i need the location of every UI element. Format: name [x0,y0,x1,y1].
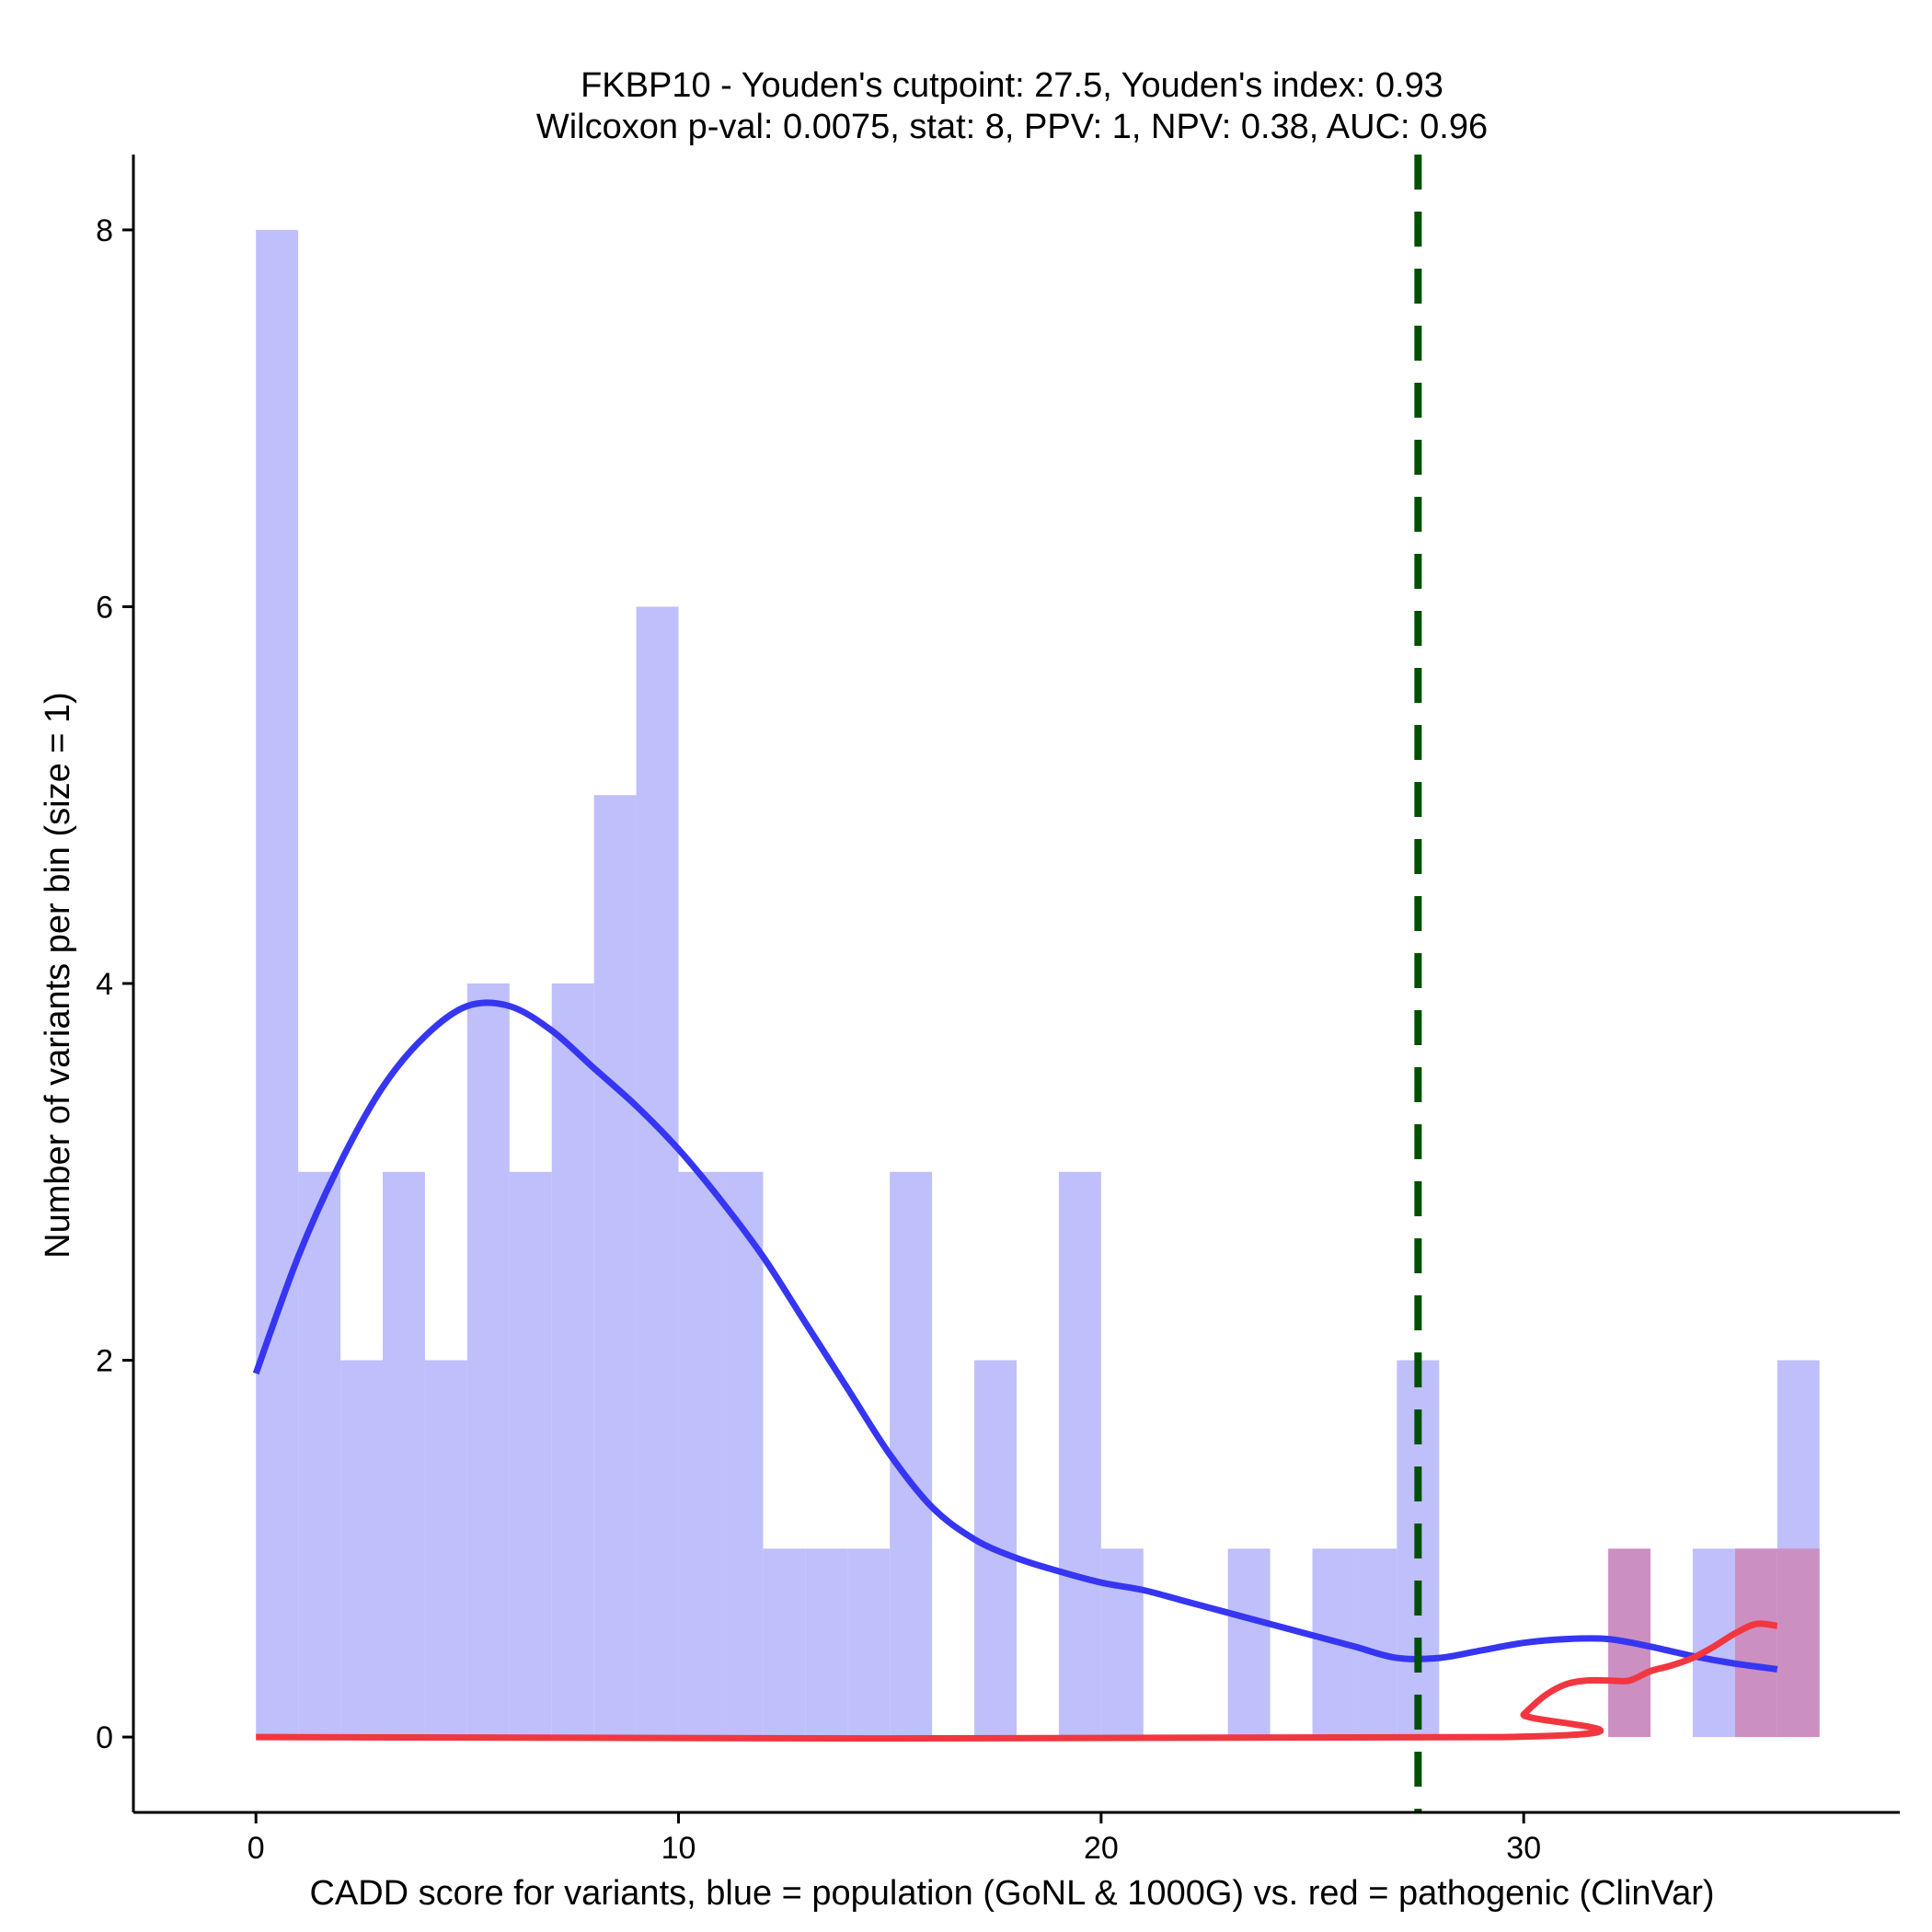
population-bar [298,1171,341,1738]
population-bar [340,1360,384,1738]
population-bar [636,606,679,1738]
population-bar [890,1171,933,1738]
population-bar [1692,1548,1735,1738]
population-bar [256,229,299,1738]
y-axis-label: Number of variants per bin (size = 1) [39,692,77,1259]
density-lines [252,155,1778,1812]
population-bar [593,795,637,1738]
population-bar [1227,1548,1271,1738]
y-tick-label: 6 [96,590,113,625]
population-bar [1058,1171,1101,1738]
chart-title-line1: FKBP10 - Youden's cutpoint: 27.5, Youden… [581,66,1443,105]
x-axis-label: CADD score for variants, blue = populati… [309,1874,1714,1913]
x-tick-label: 0 [247,1831,265,1866]
population-bar [551,983,594,1738]
x-tick-label: 10 [661,1831,696,1866]
population-bars [256,229,1820,1738]
y-tick-label: 8 [96,213,113,248]
population-bar [1100,1548,1144,1738]
population-density-line [252,999,1778,1673]
axes [122,155,1900,1823]
population-bar [763,1548,806,1738]
population-bar [466,983,510,1738]
pathogenic-density-line [256,1620,1778,1742]
y-tick-label: 4 [96,967,113,1002]
tick-labels: 0 10 20 30 0 2 4 6 8 [96,213,1541,1866]
x-tick-label: 30 [1506,1831,1541,1866]
population-bar [720,1171,764,1738]
x-tick-label: 20 [1084,1831,1119,1866]
pathogenic-bar [1777,1548,1820,1738]
population-bar [424,1360,467,1738]
y-tick-label: 0 [96,1720,113,1755]
y-tick-label: 2 [96,1344,113,1379]
chart-title-line2: Wilcoxon p-val: 0.0075, stat: 8, PPV: 1,… [536,108,1488,146]
pathogenic-bar [1734,1548,1777,1738]
population-bar [847,1548,891,1738]
population-bar [678,1171,721,1738]
population-bar [805,1548,848,1738]
population-bar [1354,1548,1397,1738]
population-bar [383,1171,425,1738]
population-bar [509,1171,552,1738]
